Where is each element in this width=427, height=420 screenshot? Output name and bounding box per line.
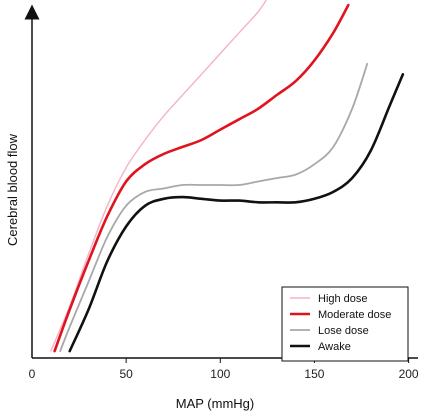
legend-label: Awake — [318, 341, 351, 353]
x-tick-label: 0 — [29, 367, 36, 381]
y-axis-title: Cerebral blood flow — [5, 133, 20, 246]
x-tick-label: 50 — [119, 367, 133, 381]
series-line-high-dose — [50, 0, 268, 352]
legend-label: Lose dose — [318, 325, 369, 337]
legend: High dose Moderate dose Lose dose Awake — [281, 286, 409, 362]
x-tick-label: 150 — [304, 367, 324, 381]
x-axis-title: MAP (mmHg) — [176, 396, 254, 411]
x-tick-label: 200 — [399, 367, 419, 381]
series-group — [50, 0, 405, 353]
legend-label: Moderate dose — [318, 309, 391, 321]
x-tick-label: 100 — [210, 367, 230, 381]
x-ticks: 0 50 100 150 200 — [29, 358, 419, 381]
series-line-lose-dose — [59, 63, 369, 352]
legend-box — [281, 286, 409, 362]
series-line-awake — [68, 73, 405, 353]
legend-items: High dose Moderate dose Lose dose Awake — [290, 293, 391, 353]
series-line-moderate-dose — [53, 3, 350, 353]
legend-label: High dose — [318, 293, 368, 305]
